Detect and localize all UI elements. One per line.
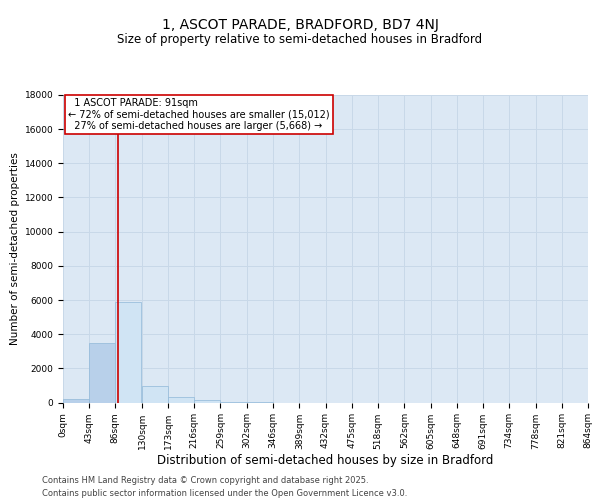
- Bar: [115, 302, 142, 402]
- Bar: [168, 397, 194, 402]
- Text: Contains public sector information licensed under the Open Government Licence v3: Contains public sector information licen…: [42, 489, 407, 498]
- Text: Contains HM Land Registry data © Crown copyright and database right 2025.: Contains HM Land Registry data © Crown c…: [42, 476, 368, 485]
- Text: 1, ASCOT PARADE, BRADFORD, BD7 4NJ: 1, ASCOT PARADE, BRADFORD, BD7 4NJ: [161, 18, 439, 32]
- Text: 1 ASCOT PARADE: 91sqm
← 72% of semi-detached houses are smaller (15,012)
  27% o: 1 ASCOT PARADE: 91sqm ← 72% of semi-deta…: [68, 98, 330, 132]
- Text: Size of property relative to semi-detached houses in Bradford: Size of property relative to semi-detach…: [118, 32, 482, 46]
- X-axis label: Distribution of semi-detached houses by size in Bradford: Distribution of semi-detached houses by …: [157, 454, 494, 467]
- Bar: [194, 400, 220, 402]
- Y-axis label: Number of semi-detached properties: Number of semi-detached properties: [10, 152, 20, 345]
- Bar: [142, 386, 168, 402]
- Bar: [63, 399, 89, 402]
- Bar: [89, 342, 115, 402]
